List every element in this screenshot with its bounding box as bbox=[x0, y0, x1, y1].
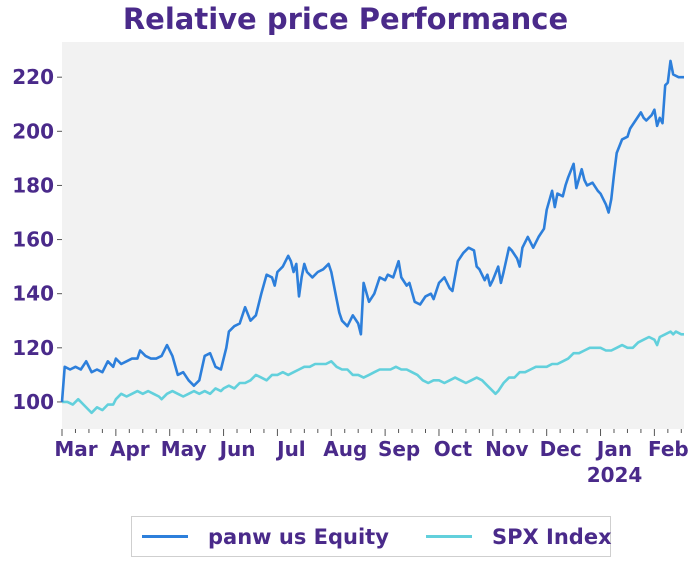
legend-label-spx: SPX Index bbox=[492, 524, 612, 549]
x-tick-label: Nov bbox=[485, 437, 529, 461]
y-axis: 100 120 140 160 180 200 220 bbox=[12, 65, 62, 414]
legend-swatch-spx bbox=[426, 535, 472, 538]
x-tick-label: Jan bbox=[595, 437, 632, 461]
y-tick-label: 200 bbox=[12, 119, 54, 143]
series-line-spx-index bbox=[62, 330, 684, 415]
x-tick-label: Aug bbox=[323, 437, 367, 461]
y-tick-label: 220 bbox=[12, 65, 54, 89]
legend-label-panw: panw us Equity bbox=[208, 524, 389, 549]
x-tick-label: Oct bbox=[434, 437, 473, 461]
x-tick-label: Jun bbox=[218, 437, 256, 461]
y-tick-label: 100 bbox=[12, 390, 54, 414]
y-tick-label: 140 bbox=[12, 282, 54, 306]
plot-area bbox=[62, 42, 684, 429]
x-tick-label: Jul bbox=[275, 437, 306, 461]
y-tick-label: 160 bbox=[12, 228, 54, 252]
x-tick-label: May bbox=[161, 437, 207, 461]
legend-item-spx: SPX Index bbox=[426, 517, 612, 556]
legend: panw us Equity SPX Index bbox=[131, 516, 612, 557]
y-tick-label: 180 bbox=[12, 173, 54, 197]
chart-title: Relative price Performance bbox=[122, 2, 569, 36]
x-tick-label: Apr bbox=[110, 437, 150, 461]
legend-swatch-panw bbox=[142, 535, 188, 538]
x-tick-label: Feb bbox=[648, 437, 689, 461]
x-year-label: 2024 bbox=[587, 463, 643, 487]
legend-item-panw: panw us Equity bbox=[142, 517, 389, 556]
x-tick-label: Sep bbox=[378, 437, 420, 461]
x-tick-label: Dec bbox=[540, 437, 582, 461]
y-tick-label: 120 bbox=[12, 336, 54, 360]
x-tick-label: Mar bbox=[54, 437, 97, 461]
series-lines bbox=[60, 59, 684, 415]
series-line-panw-us-equity bbox=[60, 59, 684, 402]
